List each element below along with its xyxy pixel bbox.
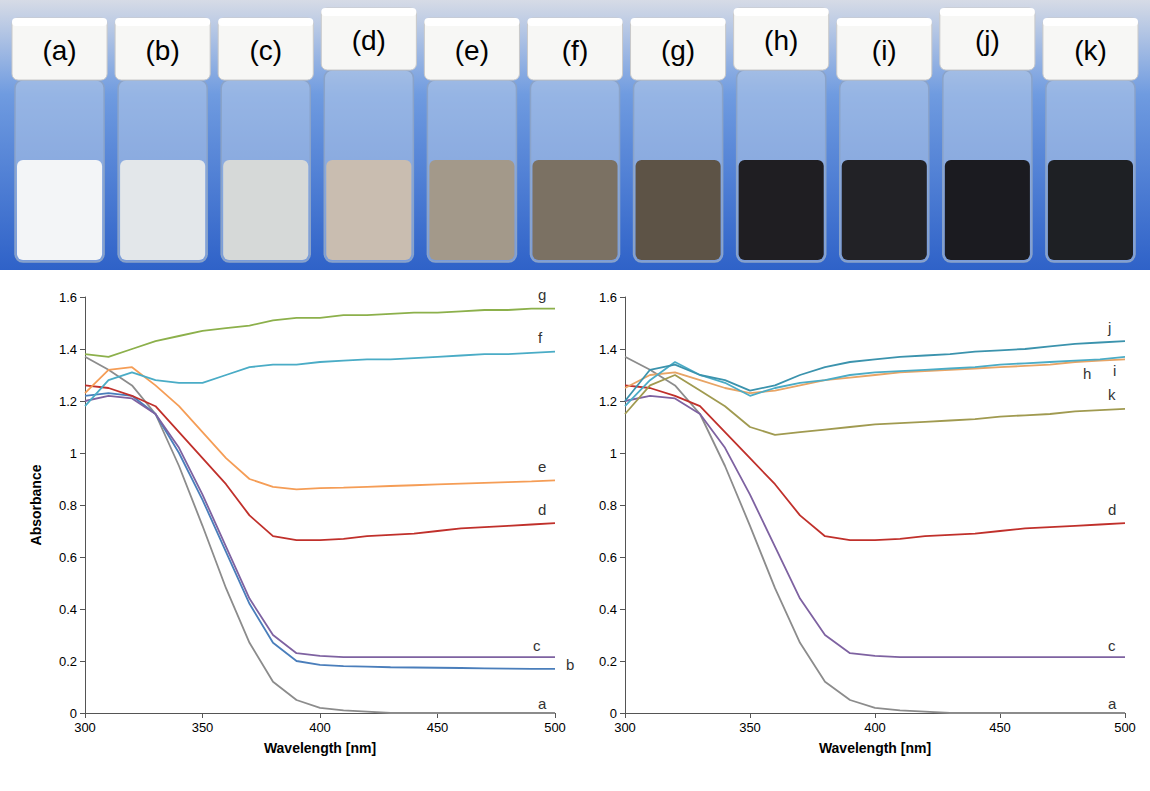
svg-text:1.4: 1.4 [59, 342, 77, 357]
svg-text:a: a [1108, 695, 1117, 712]
svg-text:Wavelength [nm]: Wavelength [nm] [264, 740, 376, 756]
svg-text:1: 1 [610, 446, 617, 461]
svg-text:(e): (e) [455, 35, 489, 66]
svg-text:b: b [566, 656, 574, 673]
svg-text:j: j [1107, 319, 1111, 336]
svg-text:1.2: 1.2 [599, 394, 617, 409]
svg-text:(j): (j) [975, 25, 1000, 56]
svg-text:a: a [538, 695, 547, 712]
svg-text:450: 450 [989, 720, 1011, 735]
svg-text:0: 0 [70, 706, 77, 721]
svg-text:d: d [538, 501, 546, 518]
svg-text:350: 350 [739, 720, 761, 735]
svg-text:d: d [1108, 501, 1116, 518]
svg-text:e: e [538, 458, 546, 475]
svg-text:500: 500 [544, 720, 566, 735]
svg-text:(h): (h) [764, 25, 798, 56]
svg-text:0.2: 0.2 [599, 654, 617, 669]
svg-text:1.4: 1.4 [599, 342, 617, 357]
svg-text:c: c [1108, 637, 1116, 654]
svg-text:0.6: 0.6 [59, 550, 77, 565]
svg-text:500: 500 [1114, 720, 1136, 735]
svg-text:400: 400 [864, 720, 886, 735]
svg-text:f: f [538, 329, 543, 346]
svg-text:0.2: 0.2 [59, 654, 77, 669]
svg-text:(b): (b) [146, 35, 180, 66]
svg-text:h: h [1083, 365, 1091, 382]
svg-text:(f): (f) [562, 35, 588, 66]
svg-text:Absorbance: Absorbance [28, 464, 44, 545]
svg-text:0.8: 0.8 [59, 498, 77, 513]
svg-text:0.4: 0.4 [599, 602, 617, 617]
svg-text:k: k [1108, 386, 1116, 403]
svg-text:0.8: 0.8 [599, 498, 617, 513]
svg-text:c: c [533, 637, 541, 654]
svg-text:0.6: 0.6 [599, 550, 617, 565]
svg-text:(d): (d) [352, 25, 386, 56]
svg-text:1: 1 [70, 446, 77, 461]
svg-text:0.4: 0.4 [59, 602, 77, 617]
svg-text:1.6: 1.6 [599, 290, 617, 305]
svg-text:i: i [1113, 362, 1116, 379]
svg-text:300: 300 [74, 720, 96, 735]
svg-text:Wavelength [nm]: Wavelength [nm] [819, 740, 931, 756]
svg-text:0: 0 [610, 706, 617, 721]
svg-text:(g): (g) [661, 35, 695, 66]
svg-text:400: 400 [309, 720, 331, 735]
svg-text:300: 300 [614, 720, 636, 735]
svg-text:(k): (k) [1074, 35, 1107, 66]
svg-text:(c): (c) [249, 35, 282, 66]
svg-text:450: 450 [427, 720, 449, 735]
svg-text:1.6: 1.6 [59, 290, 77, 305]
svg-text:g: g [538, 286, 546, 303]
svg-text:(a): (a) [42, 35, 76, 66]
svg-text:(i): (i) [872, 35, 897, 66]
svg-text:350: 350 [192, 720, 214, 735]
svg-text:1.2: 1.2 [59, 394, 77, 409]
